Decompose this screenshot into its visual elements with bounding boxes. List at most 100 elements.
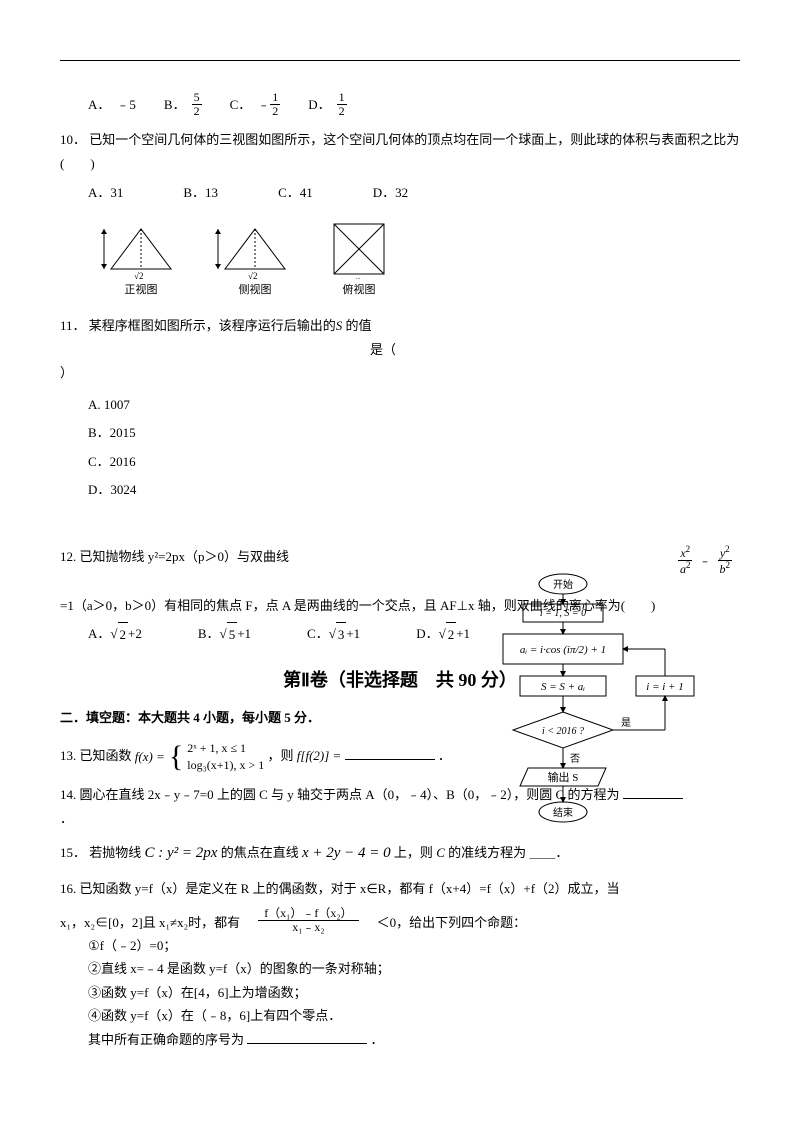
q16: 16. 已知函数 y=f（x）是定义在 R 上的偶函数，对于 x∈R，都有 f（… [60,877,740,1051]
q-num: 13. [60,748,76,763]
svg-text:结束: 结束 [553,806,573,819]
svg-text:aᵢ = i·cos (iπ/2) + 1: aᵢ = i·cos (iπ/2) + 1 [520,644,606,656]
q-text: ＜0，给出下列四个命题： [377,911,527,934]
q11-optB: B．2015 [88,419,440,448]
fraction: y2b2 [718,545,733,576]
q11-body: 11． 某程序框图如图所示，该程序运行后输出的S 的值 是（ ） A. 1007… [60,314,440,505]
q-num: 11． [60,318,86,333]
square-x-icon: √2 [324,219,394,279]
q16-item3: ③函数 y=f（x）在[4，6]上为增函数； [60,981,740,1004]
eq: C : y² = 2px [145,845,218,861]
opt-label: B． [164,93,186,116]
paren-close: ） [60,361,440,384]
q16-item4: ④函数 y=f（x）在（﹣8，6]上有四个零点． [60,1004,740,1027]
q16-line2: x₁，x₂∈[0，2]且 x₁≠x₂时，都有 f（x₁）﹣f（x₂） x₁﹣x₂… [60,907,740,934]
triangle-icon: √2 [96,219,186,279]
q10-options: A．31 B．13 C．41 D．32 [60,181,740,204]
q10-optA: A．31 [88,181,123,204]
three-views: √2 正视图 √2 侧视图 √2 俯视图 [96,219,740,301]
q-num: 12. [60,549,76,564]
view-caption: 侧视图 [239,281,272,301]
front-view: √2 正视图 [96,219,186,301]
sqrt: √2 [110,622,128,646]
q-text: 已知一个空间几何体的三视图如图所示，这个空间几何体的顶点均在同一个球面上，则此球… [60,132,739,170]
brace-icon: { [169,742,183,772]
eq: x + 2y − 4 = 0 [302,845,391,861]
q11-optA: A. 1007 [88,391,440,420]
q9-optA: A． ﹣5 [88,93,136,116]
fraction: 12 [337,91,347,118]
q10-optD: D．32 [373,181,408,204]
sqrt: √5 [220,622,238,646]
blank-line [345,745,435,760]
q16-item1: ①f（﹣2）=0； [60,934,740,957]
q-text: x₁，x₂∈[0，2]且 x₁≠x₂时，都有 [60,911,240,934]
top-rule [60,60,740,61]
q11-optD: D．3024 [88,476,440,505]
minus: ﹣ [698,549,711,572]
q16-item2: ②直线 x=﹣4 是函数 y=f（x）的图象的一条对称轴； [60,957,740,980]
svg-text:i = i + 1: i = i + 1 [646,681,683,693]
fraction: 12 [270,91,280,118]
opt-label: C． [230,93,252,116]
q-num: 16. [60,881,76,896]
svg-text:i = 1, S = 0: i = 1, S = 0 [540,608,586,619]
svg-text:是: 是 [621,717,631,729]
q11-optC: C．2016 [88,448,440,477]
period: ． [438,748,451,763]
q-text: ，则 [268,748,294,763]
q-text: 已知函数 [80,748,132,763]
q-text: 已知抛物线 y²=2px（p＞0）与双曲线 [80,549,289,564]
opt-label: D． [308,93,330,116]
var-C: C [436,845,445,860]
q-text: 某程序框图如图所示，该程序运行后输出的 [89,318,336,333]
view-caption: 俯视图 [343,281,376,301]
fraction: f（x₁）﹣f（x₂） x₁﹣x₂ [258,907,358,934]
q11: 11． 某程序框图如图所示，该程序运行后输出的S 的值 是（ ） A. 1007… [60,314,740,505]
sqrt: √2 [439,622,457,646]
q9-optD: D． 12 [308,91,346,118]
q-num: 10． [60,132,86,147]
q-text: 若抛物线 [89,845,141,860]
svg-text:输出 S: 输出 S [548,770,579,784]
q9-options: A．﹣5 B．52 C．﹣12 D．12 [60,91,740,118]
q9-optC: C．﹣12 [230,91,281,118]
ff2: f[f(2)] = [297,748,342,763]
q10-optC: C．41 [278,181,313,204]
q-text: 的焦点在直线 [221,845,302,860]
q-num: 14. [60,787,76,802]
q12-optB: B．√5+1 [198,622,251,646]
top-view: √2 俯视图 [324,219,394,301]
svg-text:开始: 开始 [553,578,573,591]
q-text: 是（ [370,342,396,357]
q12-optA: A．√2+2 [88,622,142,646]
svg-text:i < 2016 ?: i < 2016 ? [542,726,584,737]
svg-text:S = S + aᵢ: S = S + aᵢ [541,681,585,693]
svg-text:√2: √2 [134,271,143,279]
q10-optB: B．13 [183,181,218,204]
q9-optB: B． 52 [164,91,202,118]
q-text: 上，则 [394,845,433,860]
svg-text:否: 否 [570,753,580,765]
q12-optC: C．√3+1 [307,622,360,646]
q11-options: A. 1007 B．2015 C．2016 D．3024 [60,391,440,505]
blank-line [247,1029,367,1044]
neg-sign: ﹣ [257,93,270,116]
svg-text:√2: √2 [248,271,257,279]
q-text: 已知函数 y=f（x）是定义在 R 上的偶函数，对于 x∈R，都有 f（x+4）… [80,881,620,896]
q10: 10． 已知一个空间几何体的三视图如图所示，这个空间几何体的顶点均在同一个球面上… [60,128,740,300]
q-text: 的值 [342,318,371,333]
q-num: 15． [60,845,86,860]
opt-label: A． [88,93,110,116]
cases: 2ˣ + 1, x ≤ 1 log₃(x+1), x > 1 [187,740,264,774]
triangle-icon: √2 [210,219,300,279]
side-view: √2 侧视图 [210,219,300,301]
piecewise-fn: f(x) = { 2ˣ + 1, x ≤ 1 log₃(x+1), x > 1 [135,740,265,774]
flowchart-diagram: 开始 i = 1, S = 0 aᵢ = i·cos (iπ/2) + 1 S … [458,572,698,852]
svg-text:√2: √2 [352,277,361,279]
opt-value: ﹣5 [116,93,136,116]
fraction: 52 [192,91,202,118]
view-caption: 正视图 [125,281,158,301]
q16-conclusion: 其中所有正确命题的序号为 ． [60,1028,740,1051]
sqrt: √3 [329,622,347,646]
